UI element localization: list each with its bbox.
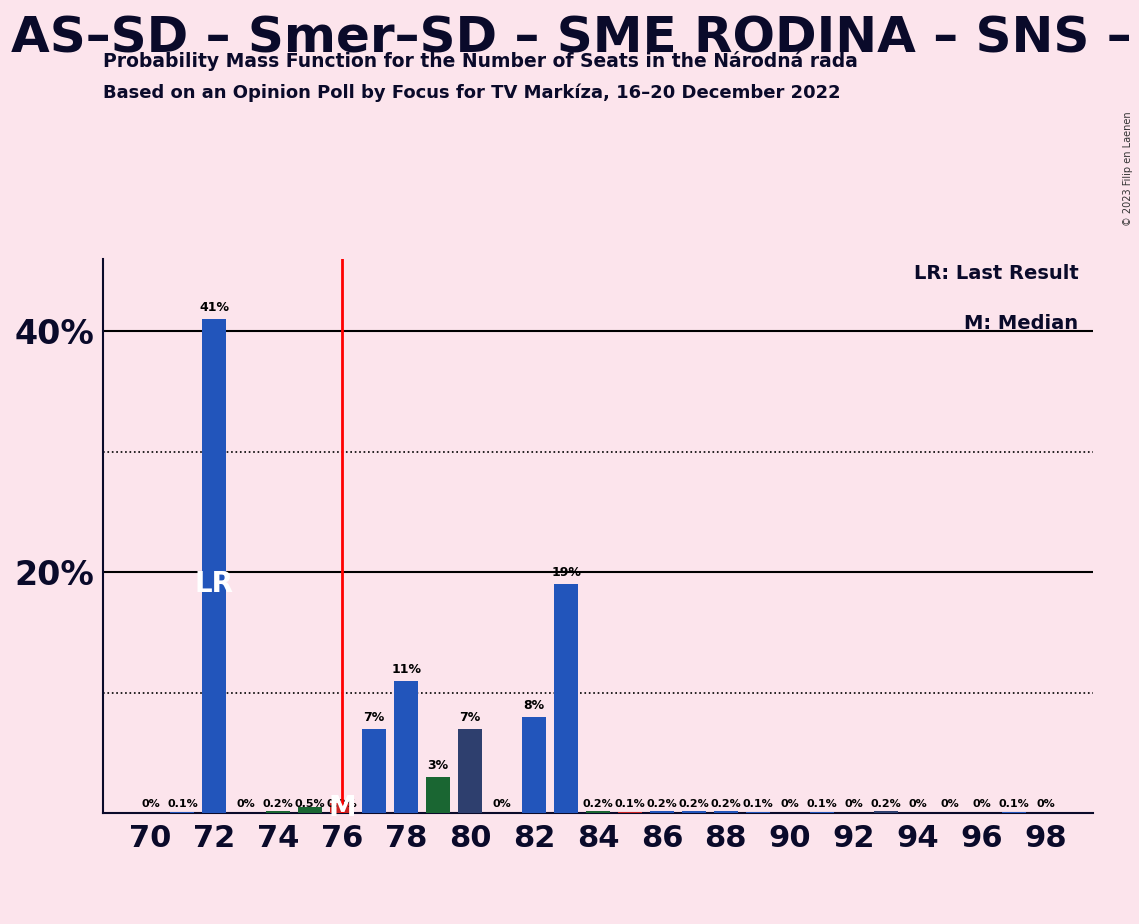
Bar <box>585 810 611 813</box>
Bar <box>298 807 322 813</box>
Text: 0.1%: 0.1% <box>615 799 646 808</box>
Bar <box>874 810 898 813</box>
Bar <box>362 729 386 813</box>
Bar <box>426 777 450 813</box>
Text: 11%: 11% <box>391 663 421 675</box>
Text: 0.1%: 0.1% <box>743 799 773 808</box>
Text: 0.1%: 0.1% <box>998 799 1029 808</box>
Text: 0.5%: 0.5% <box>295 799 326 808</box>
Text: 0.2%: 0.2% <box>870 799 901 808</box>
Bar <box>203 319 227 813</box>
Bar <box>554 584 577 813</box>
Text: 0%: 0% <box>973 799 991 808</box>
Bar <box>618 812 642 813</box>
Text: 0.2%: 0.2% <box>263 799 294 808</box>
Text: 0%: 0% <box>1036 799 1055 808</box>
Bar <box>522 717 546 813</box>
Text: AS–SD – Smer–SD – SME RODINA – SNS – Kotleba–ĽS: AS–SD – Smer–SD – SME RODINA – SNS – Kot… <box>11 14 1139 62</box>
Text: 19%: 19% <box>551 566 581 579</box>
Text: 0.2%: 0.2% <box>679 799 710 808</box>
Text: 0%: 0% <box>908 799 927 808</box>
Bar <box>330 804 354 813</box>
Text: 0.8%: 0.8% <box>327 799 358 808</box>
Text: M: Median: M: Median <box>965 314 1079 334</box>
Text: 8%: 8% <box>524 699 544 711</box>
Text: 7%: 7% <box>459 711 481 723</box>
Bar <box>746 812 770 813</box>
Bar <box>810 812 834 813</box>
Text: © 2023 Filip en Laenen: © 2023 Filip en Laenen <box>1123 111 1133 225</box>
Text: 41%: 41% <box>199 301 229 314</box>
Text: 0%: 0% <box>237 799 256 808</box>
Bar <box>650 810 674 813</box>
Text: LR: LR <box>195 570 233 598</box>
Bar <box>267 810 290 813</box>
Text: M: M <box>328 795 357 822</box>
Text: 0%: 0% <box>141 799 159 808</box>
Bar <box>458 729 482 813</box>
Text: 0%: 0% <box>940 799 959 808</box>
Text: 0%: 0% <box>844 799 863 808</box>
Bar <box>171 812 195 813</box>
Text: 3%: 3% <box>427 760 449 772</box>
Text: 0.1%: 0.1% <box>167 799 198 808</box>
Text: Probability Mass Function for the Number of Seats in the Národná rada: Probability Mass Function for the Number… <box>103 51 858 71</box>
Text: 0.2%: 0.2% <box>583 799 613 808</box>
Bar <box>1001 812 1025 813</box>
Text: 0.2%: 0.2% <box>647 799 678 808</box>
Text: 0.2%: 0.2% <box>711 799 741 808</box>
Text: LR: Last Result: LR: Last Result <box>913 264 1079 284</box>
Bar <box>394 681 418 813</box>
Text: 0%: 0% <box>493 799 511 808</box>
Text: 0.1%: 0.1% <box>806 799 837 808</box>
Bar <box>682 810 706 813</box>
Text: 0%: 0% <box>780 799 800 808</box>
Bar <box>714 810 738 813</box>
Text: Based on an Opinion Poll by Focus for TV Markíza, 16–20 December 2022: Based on an Opinion Poll by Focus for TV… <box>103 83 841 102</box>
Text: 7%: 7% <box>363 711 385 723</box>
